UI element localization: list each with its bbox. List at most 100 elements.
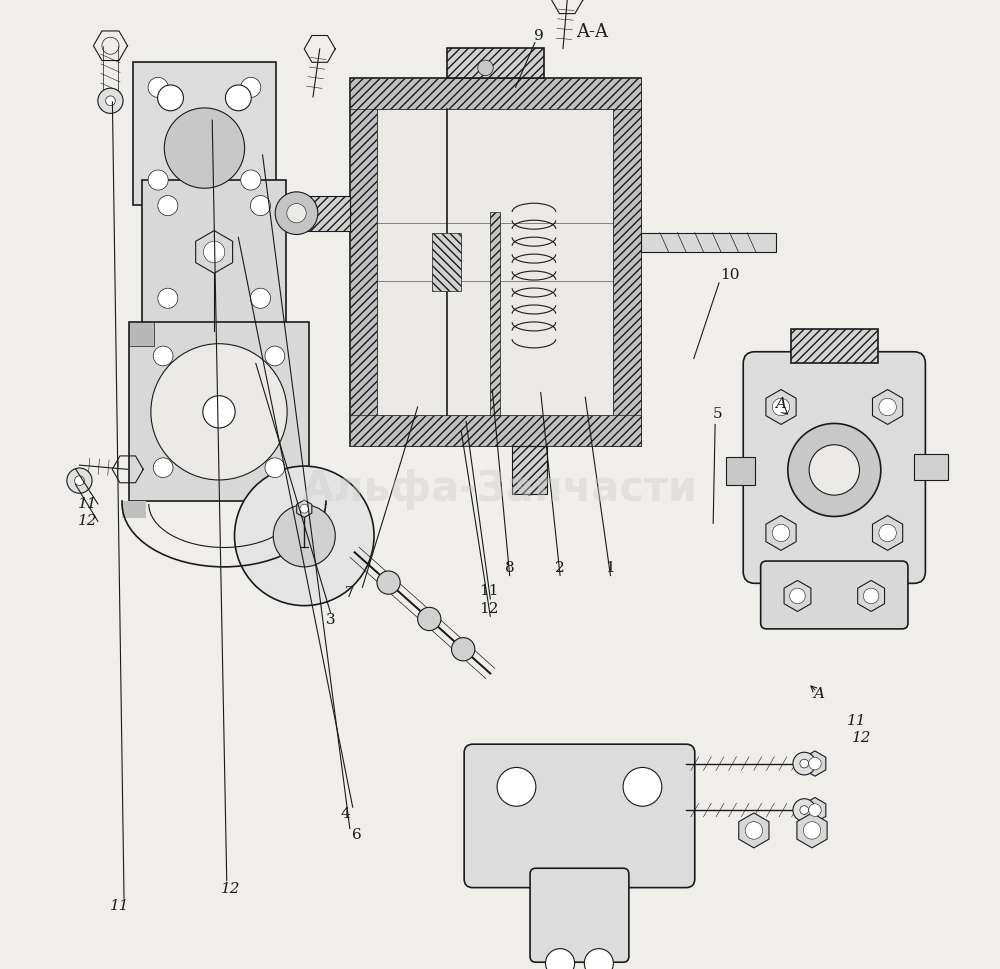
Text: 12: 12 [221, 882, 240, 895]
Circle shape [275, 192, 318, 234]
Circle shape [478, 60, 493, 76]
Polygon shape [766, 390, 796, 424]
Text: A: A [776, 397, 787, 411]
Circle shape [772, 524, 790, 542]
Bar [791, 329, 878, 363]
Text: 6: 6 [352, 828, 361, 842]
Circle shape [809, 758, 821, 769]
Bar [490, 212, 500, 415]
Circle shape [377, 571, 400, 594]
Circle shape [879, 524, 896, 542]
Circle shape [546, 949, 575, 969]
Bar [142, 180, 286, 324]
Polygon shape [872, 516, 903, 550]
Circle shape [203, 395, 235, 428]
Circle shape [800, 806, 809, 814]
Circle shape [151, 344, 287, 480]
Polygon shape [784, 580, 811, 611]
Circle shape [241, 78, 261, 98]
Bar [350, 415, 641, 446]
Text: 10: 10 [720, 268, 739, 282]
Circle shape [879, 398, 896, 416]
Text: 11: 11 [480, 584, 499, 598]
FancyBboxPatch shape [464, 744, 695, 888]
Circle shape [287, 203, 306, 223]
Circle shape [148, 78, 168, 98]
Polygon shape [196, 231, 233, 273]
Text: 1: 1 [606, 561, 615, 575]
Circle shape [265, 346, 285, 366]
Text: 12: 12 [852, 732, 871, 745]
Circle shape [772, 398, 790, 416]
Circle shape [225, 85, 251, 110]
Circle shape [623, 767, 662, 806]
Circle shape [793, 798, 816, 822]
Circle shape [67, 468, 92, 493]
Circle shape [745, 822, 763, 839]
FancyBboxPatch shape [743, 352, 925, 583]
Circle shape [250, 288, 271, 308]
Circle shape [158, 85, 183, 110]
Circle shape [273, 505, 335, 567]
Bar [432, 233, 461, 291]
Bar [122, 502, 146, 518]
Text: 2: 2 [555, 561, 565, 575]
Text: 9: 9 [534, 29, 544, 43]
Circle shape [234, 466, 374, 606]
Bar [350, 78, 377, 446]
Circle shape [863, 588, 879, 604]
Text: 5: 5 [713, 407, 723, 421]
Circle shape [452, 638, 475, 661]
Bar [301, 502, 326, 518]
Bar [350, 78, 641, 109]
Circle shape [153, 457, 173, 478]
Text: A-A: A-A [576, 23, 608, 41]
Circle shape [809, 445, 859, 495]
Circle shape [300, 504, 309, 514]
Polygon shape [872, 390, 903, 424]
Bar [377, 109, 613, 415]
Text: 4: 4 [340, 807, 350, 821]
Circle shape [250, 196, 271, 216]
Polygon shape [797, 813, 827, 848]
Bar [641, 233, 776, 252]
Polygon shape [739, 813, 769, 848]
Circle shape [75, 476, 84, 485]
Circle shape [497, 767, 536, 806]
Text: 11: 11 [110, 899, 130, 913]
Circle shape [418, 608, 441, 631]
Circle shape [164, 108, 245, 188]
Bar [613, 78, 641, 446]
Circle shape [584, 949, 613, 969]
Bar [297, 196, 350, 231]
Circle shape [790, 588, 805, 604]
Circle shape [241, 170, 261, 190]
Bar [512, 446, 547, 494]
Circle shape [158, 288, 178, 308]
Circle shape [800, 760, 809, 767]
Circle shape [153, 346, 173, 366]
Circle shape [265, 457, 285, 478]
Bar [133, 62, 276, 205]
Polygon shape [297, 500, 312, 517]
Bar [129, 323, 309, 502]
Circle shape [803, 822, 821, 839]
FancyBboxPatch shape [761, 561, 908, 629]
Text: 12: 12 [480, 602, 499, 615]
Polygon shape [804, 797, 826, 823]
Text: 12: 12 [78, 515, 98, 528]
Text: A: A [813, 687, 824, 701]
FancyBboxPatch shape [530, 868, 629, 962]
Circle shape [148, 170, 168, 190]
Text: 7: 7 [345, 586, 355, 600]
Polygon shape [804, 751, 826, 776]
Text: 3: 3 [326, 613, 335, 627]
Circle shape [809, 804, 821, 816]
Bar [350, 78, 641, 446]
Polygon shape [766, 516, 796, 550]
Text: 11: 11 [847, 714, 866, 728]
Text: 8: 8 [505, 561, 515, 575]
Circle shape [203, 241, 225, 263]
Circle shape [106, 96, 115, 106]
Text: 11: 11 [78, 497, 98, 511]
